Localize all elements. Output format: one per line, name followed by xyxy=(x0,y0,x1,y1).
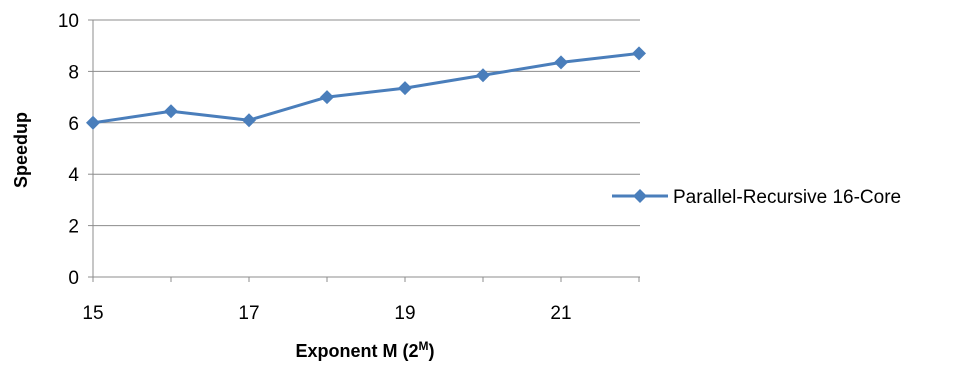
x-axis-title-superscript: M xyxy=(419,339,429,353)
axes xyxy=(92,20,640,282)
y-tick-labels: 0 2 4 6 8 10 xyxy=(58,11,80,289)
legend-marker xyxy=(633,189,647,203)
x-tick-label-17: 17 xyxy=(238,303,259,324)
series-group xyxy=(86,46,646,130)
data-point-17 xyxy=(242,113,256,128)
x-tick-label-15: 15 xyxy=(82,303,103,324)
x-tick-label-19: 19 xyxy=(394,303,415,324)
x-tick-labels: 15 17 19 21 xyxy=(82,303,571,324)
data-point-15 xyxy=(86,115,100,130)
y-tick-label-0: 0 xyxy=(68,268,79,289)
y-tick-label-10: 10 xyxy=(58,11,79,32)
x-axis-title-main: Exponent M (2 xyxy=(295,341,418,361)
gridlines xyxy=(88,19,640,278)
data-point-16 xyxy=(164,104,178,119)
y-tick-label-4: 4 xyxy=(68,165,79,186)
x-axis-title-end: ) xyxy=(429,341,435,361)
data-point-20 xyxy=(476,68,490,83)
legend: Parallel-Recursive 16-Core xyxy=(612,187,901,208)
series-line-0 xyxy=(92,51,640,125)
y-tick-label-2: 2 xyxy=(68,217,79,238)
y-axis-title: Speedup xyxy=(11,112,31,188)
data-point-22 xyxy=(632,46,646,61)
data-point-21 xyxy=(554,55,568,70)
y-tick-label-8: 8 xyxy=(68,62,79,83)
data-point-18 xyxy=(320,90,334,105)
x-tick-label-21: 21 xyxy=(550,303,571,324)
x-axis-title: Exponent M (2M) xyxy=(295,339,434,361)
y-tick-label-6: 6 xyxy=(68,114,79,135)
legend-label: Parallel-Recursive 16-Core xyxy=(673,187,901,208)
data-point-19 xyxy=(398,81,412,96)
